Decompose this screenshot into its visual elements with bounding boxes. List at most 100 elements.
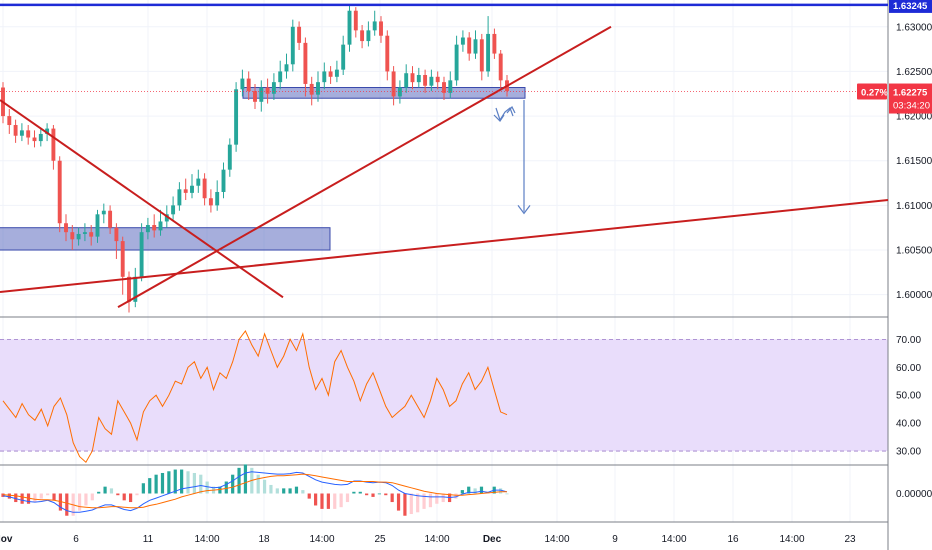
macd-histogram-bar bbox=[116, 493, 120, 496]
price-axis[interactable]: 1.63000 1.62500 1.62000 1.61500 1.61000 1.605… bbox=[896, 22, 932, 500]
macd-histogram-bar bbox=[422, 493, 426, 509]
macd-histogram-bar bbox=[396, 493, 401, 511]
macd-histogram-bar bbox=[148, 478, 152, 494]
macd-histogram-bar bbox=[160, 472, 165, 494]
candle-body bbox=[32, 137, 37, 142]
candle-body bbox=[221, 169, 226, 192]
candle bbox=[253, 83, 257, 109]
candle bbox=[82, 223, 87, 242]
macd-histogram-bar bbox=[390, 493, 394, 503]
macd-histogram-bar bbox=[103, 486, 107, 494]
candle bbox=[196, 169, 201, 193]
candle-body bbox=[152, 225, 157, 231]
candle-body bbox=[158, 221, 163, 231]
support-zone bbox=[0, 227, 331, 251]
price-tick-label: 1.62500 bbox=[896, 67, 932, 78]
candle-body bbox=[284, 64, 289, 72]
candle-body bbox=[309, 83, 314, 95]
candle-body bbox=[397, 87, 402, 97]
candle bbox=[492, 28, 497, 59]
candle-body bbox=[454, 44, 459, 81]
macd-histogram-bar bbox=[403, 493, 407, 516]
candle bbox=[51, 125, 56, 170]
candle bbox=[38, 128, 43, 147]
candlestick-series bbox=[1, 5, 509, 313]
candle-body bbox=[410, 73, 415, 83]
macd-histogram-bar bbox=[256, 474, 260, 494]
candle bbox=[379, 16, 383, 43]
candle bbox=[429, 69, 434, 92]
price-tick-label: 1.63000 bbox=[896, 22, 932, 33]
candle bbox=[391, 66, 396, 106]
candle bbox=[202, 173, 207, 206]
candle bbox=[259, 80, 264, 112]
time-tick-label: 14:00 bbox=[194, 534, 219, 545]
ascending-trendline bbox=[117, 25, 612, 309]
macd-histogram-bar bbox=[20, 493, 24, 504]
candle bbox=[158, 209, 163, 236]
candle-body bbox=[372, 21, 377, 31]
candle-body bbox=[227, 144, 232, 170]
candle bbox=[416, 67, 421, 88]
macd-histogram-bar bbox=[262, 479, 267, 494]
time-tick-label: 14:00 bbox=[779, 534, 804, 545]
macd-histogram-bar bbox=[479, 486, 484, 494]
macd-histogram-bar bbox=[269, 484, 273, 494]
macd-histogram-bar bbox=[428, 493, 433, 508]
candle bbox=[13, 119, 18, 143]
candle-body bbox=[297, 26, 302, 43]
candle bbox=[372, 10, 377, 36]
candle-body bbox=[70, 232, 75, 240]
candle bbox=[423, 69, 428, 93]
macd-histogram-bar bbox=[377, 493, 382, 495]
drawings-overlay[interactable] bbox=[0, 3, 889, 309]
candle-body bbox=[278, 71, 283, 83]
candle-body bbox=[76, 233, 81, 240]
candle bbox=[271, 73, 276, 101]
candle-body bbox=[391, 71, 396, 97]
candle-body bbox=[429, 76, 434, 86]
candle-body bbox=[467, 37, 472, 54]
candle bbox=[467, 32, 472, 61]
candle bbox=[284, 53, 289, 79]
macd-histogram-bar bbox=[358, 491, 362, 494]
time-tick-label: 25 bbox=[374, 534, 386, 545]
macd-histogram-bar bbox=[84, 493, 88, 506]
candle-body bbox=[38, 133, 43, 142]
candle-body bbox=[435, 76, 440, 83]
candle bbox=[208, 189, 213, 213]
macd-histogram-bar bbox=[435, 493, 439, 504]
macd-histogram-bar bbox=[33, 493, 37, 503]
rsi-series bbox=[2, 330, 508, 463]
time-tick-label: 11 bbox=[143, 534, 154, 545]
macd-series bbox=[1, 464, 509, 516]
time-axis[interactable]: Nov 6 11 14:00 18 14:00 25 14:00 Dec 14:00 9 14:00 1… bbox=[0, 534, 856, 545]
macd-histogram-bar bbox=[282, 488, 286, 494]
candle bbox=[19, 123, 24, 142]
macd-histogram-bar bbox=[26, 493, 31, 504]
price-tick-label: 1.61000 bbox=[896, 201, 932, 212]
candle-body bbox=[240, 78, 245, 90]
candle bbox=[70, 225, 75, 251]
candle bbox=[76, 227, 81, 246]
macd-histogram-bar bbox=[7, 493, 11, 499]
macd-histogram-bar bbox=[243, 464, 248, 494]
macd-histogram-bar bbox=[173, 469, 177, 494]
candle-body bbox=[416, 75, 421, 83]
price-tick-label: 1.61500 bbox=[896, 156, 932, 167]
time-tick-label: 23 bbox=[844, 534, 856, 545]
macd-histogram-bar bbox=[454, 493, 458, 499]
candle-body bbox=[26, 130, 31, 138]
candle bbox=[95, 209, 100, 243]
candle bbox=[145, 217, 150, 240]
candle bbox=[227, 138, 232, 177]
candle bbox=[108, 205, 113, 234]
macd-histogram-bar bbox=[307, 493, 311, 499]
rsi-tick-label: 70.00 bbox=[896, 335, 921, 346]
candle bbox=[265, 78, 270, 104]
candle bbox=[32, 130, 37, 148]
candle-body bbox=[385, 35, 390, 72]
rsi-tick-label: 30.00 bbox=[896, 447, 921, 458]
candle bbox=[360, 25, 365, 49]
